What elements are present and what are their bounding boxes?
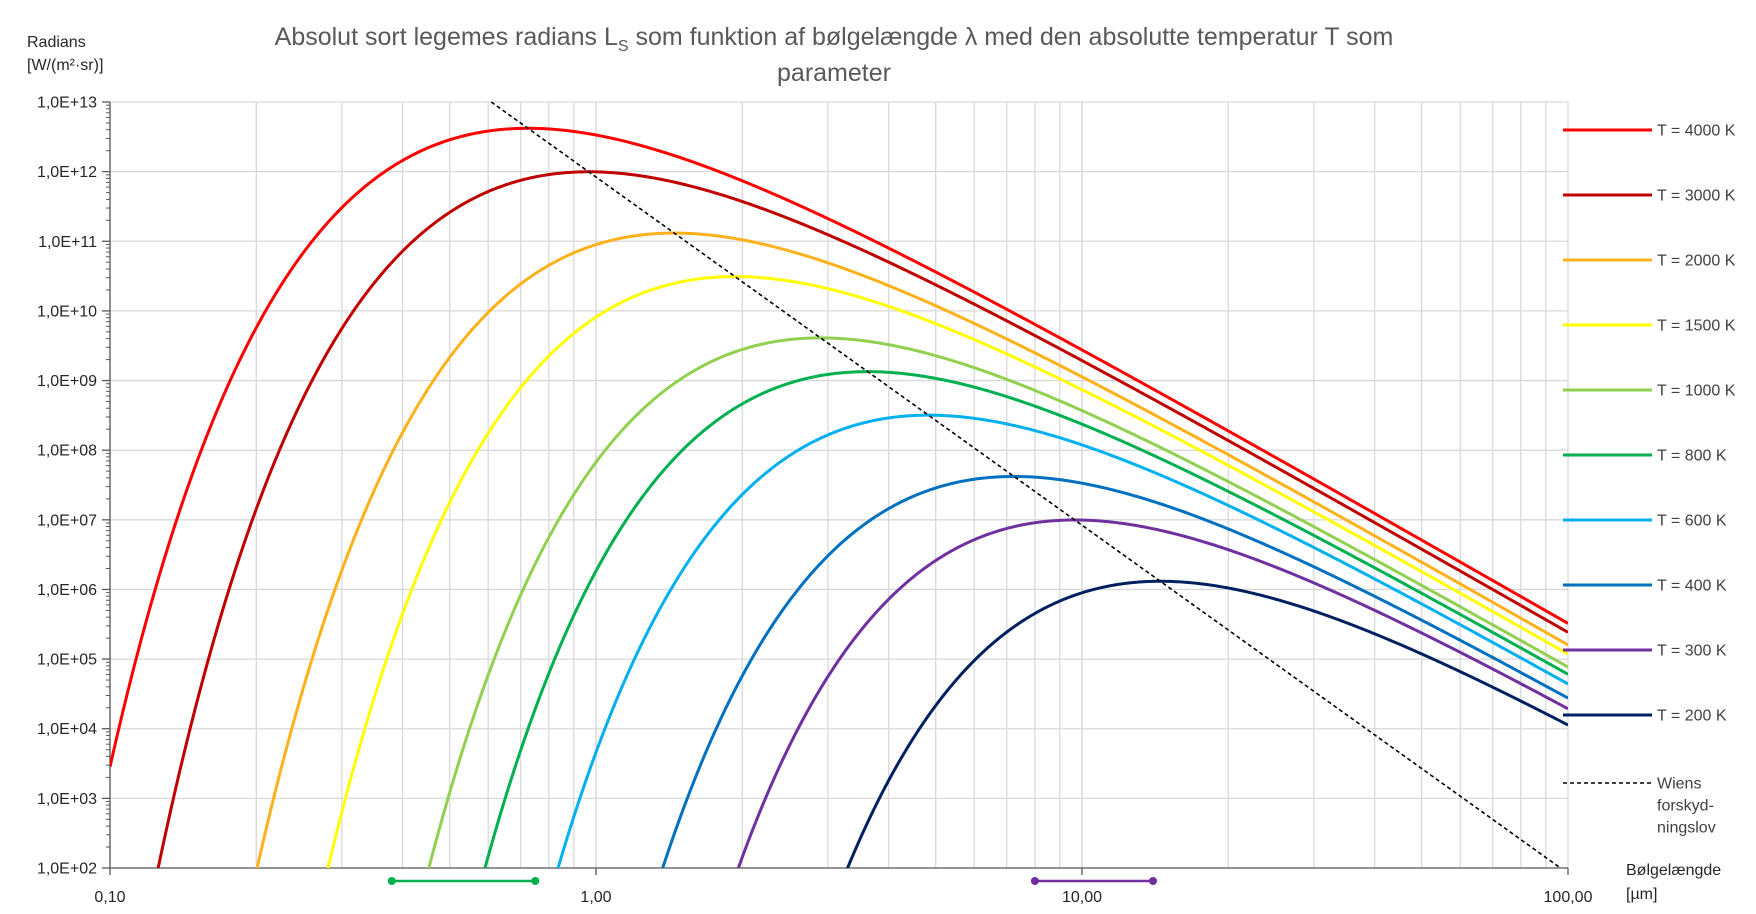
x-axis-label-line1: Bølgelængde [1626, 862, 1721, 879]
y-tick-label: 1,0E+03 [37, 791, 97, 808]
y-tick-label: 1,0E+08 [37, 443, 97, 460]
x-tick-label: 1,00 [580, 889, 611, 906]
legend-label: T = 600 K [1657, 513, 1727, 530]
chart-title-line1: Absolut sort legemes radians LS som funk… [275, 23, 1394, 55]
x-tick-label: 0,10 [94, 889, 125, 906]
series-line [255, 231, 1568, 868]
legend-label-wien: Wiens [1657, 776, 1701, 793]
title-rest: som funktion af bølgelængde λ med den ab… [629, 23, 1394, 51]
legend-label: T = 400 K [1657, 578, 1727, 595]
x-axis-label-line2: [µm] [1626, 886, 1657, 903]
y-axis-label-line1: Radians [27, 34, 86, 51]
x-tick-label: 100,00 [1544, 889, 1593, 906]
legend-label: T = 2000 K [1657, 253, 1736, 270]
y-tick-label: 1,0E+13 [37, 95, 97, 112]
series-line [156, 170, 1568, 868]
wien-line [488, 101, 1562, 868]
legend-label-wien: forskyd- [1657, 798, 1714, 815]
legend-label: T = 800 K [1657, 448, 1727, 465]
range-marker-start [1030, 877, 1039, 885]
series-line [110, 126, 1568, 768]
y-axis-label-line2: [W/(m²·sr)] [27, 57, 103, 74]
legend-label: T = 4000 K [1657, 123, 1736, 140]
legend-label: T = 300 K [1657, 643, 1727, 660]
series-line [661, 474, 1568, 868]
series-line [736, 518, 1568, 868]
x-tick-label: 10,00 [1062, 889, 1102, 906]
range-marker-end [1149, 877, 1158, 885]
tick-labels: 1,0E+02 1,0E+03 1,0E+04 1,0E+05 1,0E+06 1,0E+… [37, 95, 1593, 907]
series-line [427, 336, 1568, 868]
y-tick-label: 1,0E+11 [38, 234, 97, 251]
series-line [483, 370, 1568, 868]
y-tick-label: 1,0E+04 [37, 721, 97, 738]
y-tick-label: 1,0E+07 [37, 512, 97, 529]
y-tick-label: 1,0E+10 [37, 303, 97, 320]
legend: T = 4000 K T = 3000 K T = 2000 K T = 1500 K… [1563, 123, 1736, 837]
series-line [556, 413, 1568, 868]
legend-label: T = 1500 K [1657, 318, 1736, 335]
series-curves [110, 126, 1568, 868]
legend-label-wien: ningslov [1657, 820, 1716, 837]
y-tick-label: 1,0E+06 [37, 582, 97, 599]
y-tick-label: 1,0E+05 [37, 652, 97, 669]
grid-lines [109, 101, 1569, 869]
y-tick-label: 1,0E+02 [37, 861, 97, 878]
legend-label: T = 200 K [1657, 708, 1727, 725]
wavelength-range-markers [387, 877, 1158, 885]
legend-label: T = 3000 K [1657, 188, 1736, 205]
y-tick-label: 1,0E+09 [37, 373, 97, 390]
range-marker-end [531, 877, 540, 885]
title-main: Absolut sort legemes radians L [275, 23, 618, 51]
range-marker-start [387, 877, 396, 885]
series-line [845, 579, 1568, 868]
chart-title-line2: parameter [777, 59, 891, 87]
y-tick-label: 1,0E+12 [37, 164, 97, 181]
title-subscript: S [618, 38, 629, 55]
legend-label: T = 1000 K [1657, 383, 1736, 400]
series-line [326, 275, 1568, 868]
wien-displacement-line [488, 101, 1562, 868]
axes [102, 101, 1569, 875]
